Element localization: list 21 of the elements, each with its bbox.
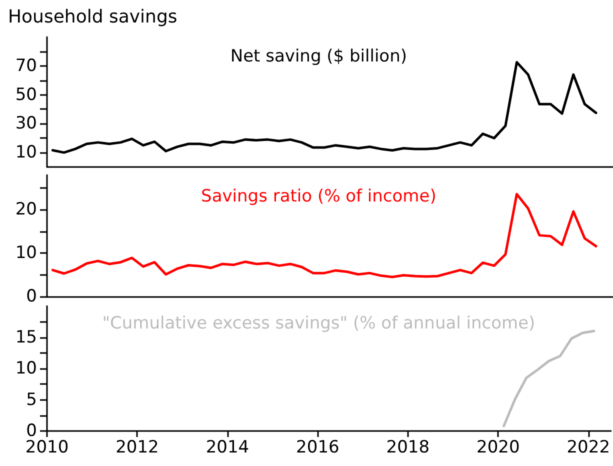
y-tick-label: 10	[15, 358, 37, 378]
text: Savings ratio (% of income)	[201, 186, 436, 206]
x-tick-label: 2016	[296, 438, 340, 458]
x-tick-label: 2020	[476, 438, 520, 458]
x-tick-label: 2012	[116, 438, 159, 458]
series-label: "Cumulative excess savings" (% of annual income)	[102, 314, 536, 334]
y-tick-label: 5	[26, 390, 37, 410]
y-tick-label: 70	[15, 56, 37, 76]
x-tick-label: 2022	[566, 438, 610, 458]
y-tick-label: 30	[15, 114, 37, 134]
y-tick-label: 0	[26, 286, 37, 306]
y-tick-label: 10	[15, 243, 37, 264]
x-tick-label: 2018	[386, 438, 430, 458]
y-tick-label: 15	[15, 327, 37, 348]
text: Net saving ($ billion)	[230, 46, 407, 66]
x-tick-label: 2014	[206, 438, 250, 458]
line-series	[502, 330, 596, 428]
y-tick-label: 20	[15, 200, 37, 220]
y-tick-label: 50	[15, 84, 37, 105]
y-tick-label: 10	[15, 142, 37, 163]
chart-title: Household savings	[8, 6, 178, 28]
